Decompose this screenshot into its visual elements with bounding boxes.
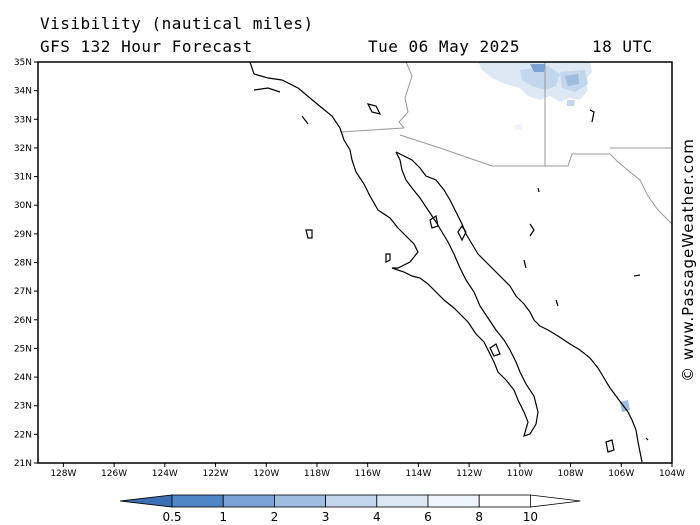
map-title-date: Tue 06 May 2025 bbox=[368, 37, 520, 56]
colorbar-label: 6 bbox=[424, 510, 432, 524]
lat-tick-label: 24N bbox=[14, 373, 32, 383]
map-title-variable: Visibility (nautical miles) bbox=[40, 14, 314, 33]
map-plot-area bbox=[38, 62, 672, 463]
lon-tick-label: 112W bbox=[456, 469, 482, 479]
visibility-shading bbox=[478, 62, 630, 412]
lat-tick-label: 22N bbox=[14, 430, 32, 440]
lat-tick-label: 27N bbox=[14, 287, 32, 297]
colorbar-segment bbox=[325, 494, 378, 508]
lat-tick-label: 25N bbox=[14, 344, 32, 354]
colorbar-label: 10 bbox=[523, 510, 538, 524]
lon-tick-label: 120W bbox=[253, 469, 279, 479]
lon-tick-label: 106W bbox=[608, 469, 634, 479]
site-credit-box: © www.PassageWeather.com bbox=[678, 95, 698, 425]
lon-tick-label: 118W bbox=[304, 469, 330, 479]
map-title-time: 18 UTC bbox=[592, 37, 653, 56]
lon-tick-label: 128W bbox=[50, 469, 76, 479]
lat-tick-label: 31N bbox=[14, 173, 32, 183]
colorbar-min-arrow bbox=[119, 494, 173, 508]
longitude-axis: 128W 126W 124W 122W 120W 118W 116W 114W 112W 110W… bbox=[50, 463, 685, 479]
lon-tick-label: 116W bbox=[355, 469, 381, 479]
colorbar-label: 3 bbox=[322, 510, 330, 524]
lon-tick-label: 122W bbox=[202, 469, 228, 479]
lon-tick-label: 114W bbox=[405, 469, 431, 479]
colorbar-segment bbox=[222, 494, 275, 508]
lon-tick-label: 108W bbox=[558, 469, 584, 479]
colorbar-segment bbox=[427, 494, 480, 508]
coastline bbox=[249, 61, 649, 463]
lat-tick-label: 35N bbox=[14, 58, 32, 68]
colorbar-segment bbox=[273, 494, 326, 508]
lat-tick-label: 30N bbox=[14, 201, 32, 211]
lon-tick-label: 110W bbox=[507, 469, 533, 479]
colorbar-segment bbox=[171, 494, 224, 508]
latitude-axis: 35N 34N 33N 32N 31N 30N 29N 28N 27N 26N 25N 24N 23N 2… bbox=[14, 58, 38, 469]
lat-tick-label: 21N bbox=[14, 459, 32, 469]
map-title-model: GFS 132 Hour Forecast bbox=[40, 37, 253, 56]
colorbar-label: 4 bbox=[373, 510, 381, 524]
country-borders bbox=[339, 61, 673, 225]
colorbar-label: 8 bbox=[475, 510, 483, 524]
lat-tick-label: 28N bbox=[14, 259, 32, 269]
lon-tick-label: 126W bbox=[101, 469, 127, 479]
lat-tick-label: 34N bbox=[14, 87, 32, 97]
visibility-colorbar: 0.5 1 2 3 4 6 8 10 bbox=[119, 494, 581, 524]
colorbar-label: 0.5 bbox=[162, 510, 181, 524]
lat-tick-label: 26N bbox=[14, 316, 32, 326]
lat-tick-label: 23N bbox=[14, 402, 32, 412]
colorbar-label: 2 bbox=[271, 510, 279, 524]
site-credit: © www.PassageWeather.com bbox=[679, 138, 697, 382]
lat-tick-label: 33N bbox=[14, 115, 32, 125]
lon-tick-label: 104W bbox=[659, 469, 685, 479]
lon-tick-label: 124W bbox=[152, 469, 178, 479]
colorbar-max-arrow bbox=[530, 494, 581, 508]
colorbar-label: 1 bbox=[219, 510, 227, 524]
colorbar-segment bbox=[478, 494, 531, 508]
lat-tick-label: 29N bbox=[14, 230, 32, 240]
colorbar-segment bbox=[376, 494, 429, 508]
lat-tick-label: 32N bbox=[14, 144, 32, 154]
